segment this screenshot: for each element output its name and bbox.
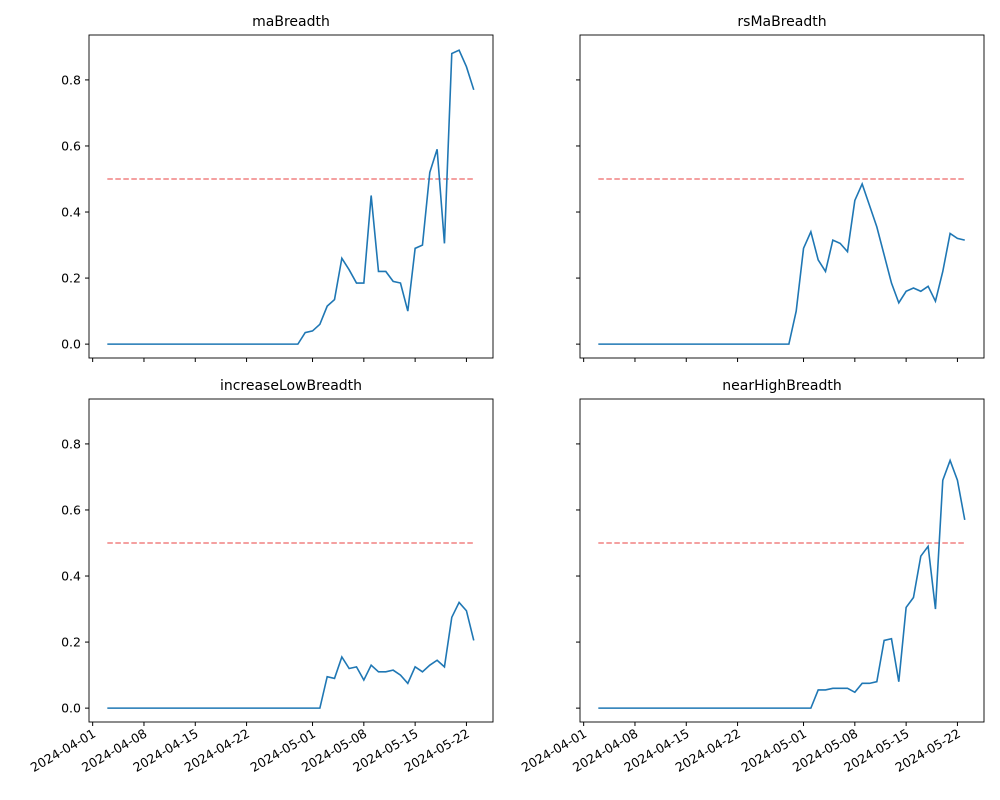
axes-frame [579, 34, 985, 359]
chart-title: rsMaBreadth [737, 14, 826, 30]
y-tick-label: 0.8 [61, 436, 81, 451]
data-line [598, 181, 965, 345]
chart-title: increaseLowBreadth [220, 378, 362, 394]
y-tick-label: 0.8 [61, 72, 81, 87]
y-tick-label: 0.4 [61, 569, 81, 584]
y-tick-label: 0.2 [61, 271, 81, 286]
y-tick-label: 0.4 [61, 205, 81, 220]
y-tick-label: 0.6 [61, 502, 81, 517]
axes-frame [579, 398, 985, 723]
data-line [598, 458, 966, 709]
axes-frame [88, 398, 494, 723]
y-tick-label: 0.0 [61, 337, 81, 352]
chart-title: nearHighBreadth [722, 378, 842, 394]
chart-title: maBreadth [252, 14, 330, 30]
y-tick-label: 0.6 [61, 138, 81, 153]
y-tick-label: 0.2 [61, 635, 81, 650]
y-tick-label: 0.0 [61, 701, 81, 716]
data-line [107, 49, 475, 345]
axes-frame [88, 34, 494, 359]
data-line [107, 601, 475, 709]
